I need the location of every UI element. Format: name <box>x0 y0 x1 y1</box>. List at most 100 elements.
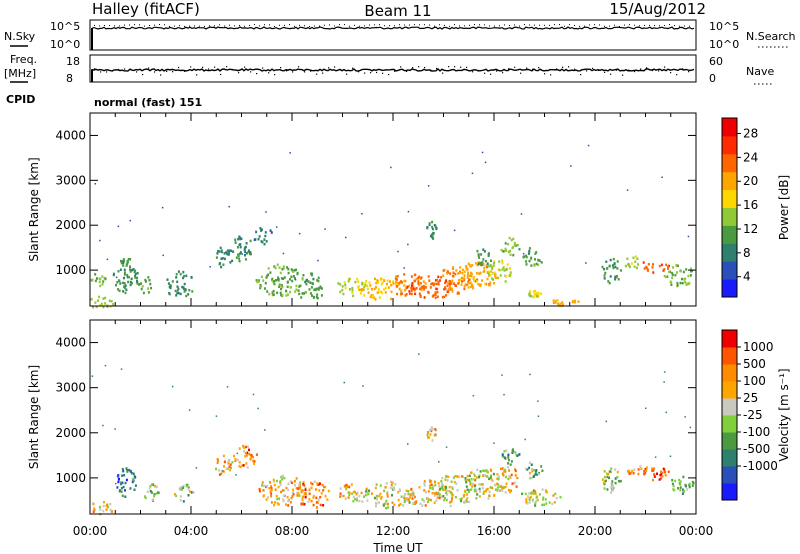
scatter-cell <box>544 489 547 492</box>
scatter-cell <box>235 256 238 259</box>
scatter-cell <box>266 274 269 278</box>
scatter-cell <box>525 500 528 503</box>
scatter-cell <box>674 479 677 483</box>
scatter-cell <box>465 500 468 503</box>
speckle-cell <box>503 393 505 396</box>
speckle-cell <box>361 213 363 215</box>
scatter-cell <box>478 256 481 259</box>
scatter-cell <box>496 486 499 489</box>
scatter-cell <box>530 295 533 298</box>
scatter-cell <box>216 458 219 461</box>
scatter-cell <box>246 466 249 469</box>
scatter-cell <box>535 294 538 298</box>
scatter-cell <box>410 292 413 296</box>
nsearch-dot <box>544 24 545 26</box>
scatter-cell <box>278 285 281 288</box>
scatter-cell <box>489 281 492 284</box>
nave-dot <box>514 66 516 68</box>
scatter-cell <box>155 485 158 489</box>
scatter-cell <box>98 280 101 284</box>
speckle-cell <box>115 276 118 279</box>
scatter-cell <box>370 293 373 297</box>
scatter-cell <box>504 242 507 245</box>
scatter-cell <box>455 269 458 272</box>
colorbar-swatch <box>722 381 737 399</box>
nave-dot <box>622 74 624 76</box>
nsearch-dot <box>689 25 690 27</box>
scatter-cell <box>665 275 668 279</box>
scatter-cell <box>125 288 128 291</box>
scatter-cell <box>382 504 385 507</box>
scatter-cell <box>473 472 476 476</box>
scatter-cell <box>264 287 267 290</box>
speckle-cell <box>252 393 255 396</box>
scatter-cell <box>524 492 527 496</box>
scatter-cell <box>440 486 443 490</box>
scatter-cell <box>376 291 379 294</box>
scatter-cell <box>476 468 479 472</box>
scatter-cell <box>681 281 684 285</box>
scatter-cell <box>478 475 480 479</box>
scatter-cell <box>532 489 535 492</box>
scatter-cell <box>262 489 265 492</box>
scatter-cell <box>478 283 481 287</box>
scatter-cell <box>322 504 325 507</box>
scatter-cell <box>423 489 426 492</box>
scatter-cell <box>610 483 613 486</box>
scatter-cell <box>508 475 511 478</box>
scatter-cell <box>262 484 265 487</box>
scatter-cell <box>116 281 119 284</box>
scatter-cell <box>244 452 247 455</box>
colorbar-swatch <box>722 415 737 433</box>
scatter-cell <box>389 280 391 283</box>
scatter-cell <box>296 492 299 495</box>
scatter-cell <box>482 469 485 472</box>
scatter-cell <box>431 220 434 224</box>
scatter-cell <box>104 277 107 280</box>
scatter-cell <box>504 491 507 494</box>
scatter-cell <box>618 480 620 483</box>
scatter-cell <box>658 264 661 268</box>
scatter-cell <box>125 263 128 266</box>
scatter-cell <box>373 287 376 291</box>
scatter-cell <box>429 486 432 490</box>
nave-dot <box>232 68 234 71</box>
scatter-cell <box>663 274 666 278</box>
scatter-cell <box>276 502 279 505</box>
scatter-cell <box>467 490 470 494</box>
scatter-cell <box>136 280 139 284</box>
speckle-cell <box>689 426 692 429</box>
scatter-cell <box>627 262 630 266</box>
scatter-cell <box>516 243 519 247</box>
scatter-cell <box>525 260 528 263</box>
scatter-cell <box>535 500 537 503</box>
scatter-cell <box>528 292 531 295</box>
scatter-cell <box>513 481 516 485</box>
scatter-cell <box>450 496 453 500</box>
colorbar-swatch <box>722 364 737 382</box>
scatter-cell <box>666 275 669 278</box>
scatter-cell <box>386 279 389 282</box>
speckle-cell <box>117 225 120 228</box>
scatter-cell <box>248 448 250 452</box>
scatter-cell <box>609 275 612 278</box>
nave-dot <box>388 73 390 76</box>
nsearch-dot <box>499 25 500 27</box>
scatter-cell <box>182 286 185 289</box>
scatter-cell <box>295 487 298 490</box>
scatter-cell <box>238 252 241 255</box>
cpid-label: CPID <box>6 93 35 106</box>
scatter-cell <box>116 486 119 489</box>
scatter-cell <box>444 478 447 481</box>
scatter-cell <box>243 246 246 250</box>
scatter-cell <box>529 495 532 499</box>
scatter-cell <box>358 494 361 498</box>
scatter-cell <box>476 249 479 253</box>
scatter-cell <box>175 494 178 498</box>
scatter-cell <box>368 281 371 284</box>
scatter-cell <box>528 259 531 263</box>
nave-dot <box>382 72 384 74</box>
scatter-cell <box>662 467 665 471</box>
scatter-cell <box>94 273 97 276</box>
scatter-cell <box>518 453 521 456</box>
